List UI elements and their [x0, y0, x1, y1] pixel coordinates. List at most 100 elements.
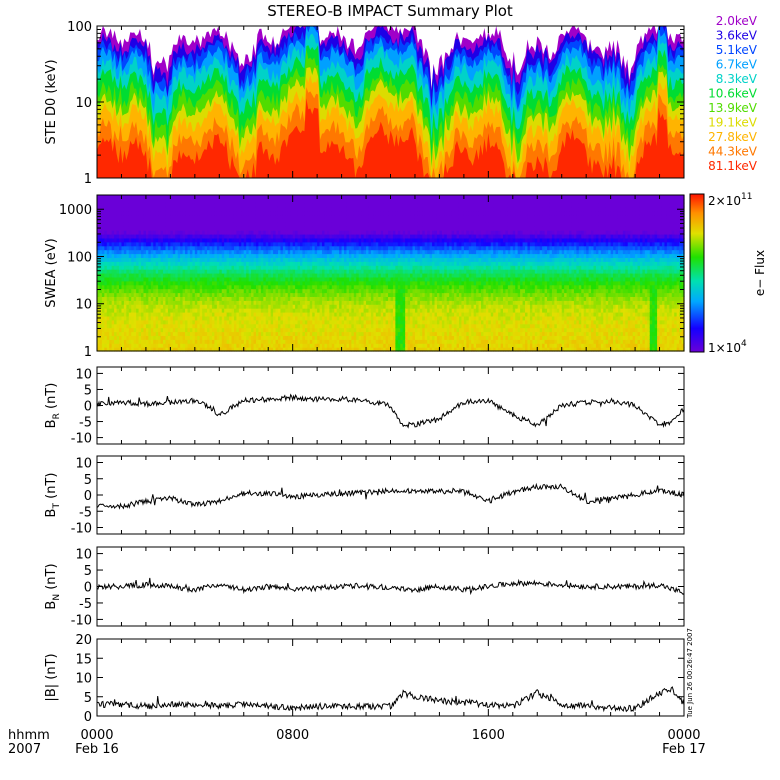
heatmap-cell	[197, 347, 201, 352]
heatmap-cell	[175, 331, 179, 336]
heatmap-cell	[143, 226, 147, 231]
heatmap-cell	[197, 234, 201, 239]
heatmap-cell	[202, 234, 206, 239]
heatmap-cell	[104, 234, 108, 239]
heatmap-cell	[202, 245, 206, 251]
heatmap-cell	[109, 230, 113, 235]
heatmap-cell	[158, 226, 162, 231]
heatmap-cell	[104, 312, 108, 317]
heatmap-cell	[131, 347, 135, 352]
heatmap-cell	[207, 339, 211, 344]
heatmap-cell	[101, 265, 105, 270]
heatmap-cell	[155, 308, 159, 313]
heatmap-cell	[136, 327, 140, 333]
heatmap-cell	[182, 308, 186, 313]
heatmap-cell	[133, 269, 137, 274]
heatmap-cell	[155, 234, 159, 239]
heatmap-cell	[175, 218, 179, 223]
heatmap-cell	[175, 315, 179, 321]
heatmap-cell	[177, 288, 181, 294]
heatmap-cell	[136, 284, 140, 290]
heatmap-cell	[194, 249, 198, 255]
heatmap-cell	[194, 214, 198, 219]
heatmap-cell	[194, 327, 198, 333]
heatmap-cell	[160, 308, 164, 313]
heatmap-cell	[175, 347, 179, 352]
heatmap-cell	[101, 284, 105, 290]
heatmap-cell	[150, 343, 154, 348]
heatmap-cell	[114, 347, 118, 352]
heatmap-cell	[128, 327, 132, 333]
heatmap-cell	[148, 195, 152, 200]
heatmap-cell	[114, 300, 118, 305]
heatmap-cell	[128, 312, 132, 317]
heatmap-cell	[202, 284, 206, 290]
heatmap-cell	[148, 331, 152, 336]
heatmap-cell	[143, 202, 147, 208]
heatmap-cell	[187, 265, 191, 270]
heatmap-cell	[207, 304, 211, 309]
heatmap-cell	[180, 292, 184, 297]
heatmap-cell	[148, 265, 152, 270]
heatmap-cell	[185, 304, 189, 309]
heatmap-cell	[155, 261, 159, 266]
heatmap-cell	[150, 276, 154, 282]
heatmap-cell	[131, 234, 135, 239]
heatmap-cell	[177, 253, 181, 258]
heatmap-cell	[106, 304, 110, 309]
heatmap-cell	[116, 241, 120, 247]
heatmap-cell	[101, 195, 105, 200]
heatmap-cell	[192, 323, 196, 329]
heatmap-cell	[182, 237, 186, 243]
heatmap-cell	[185, 214, 189, 219]
heatmap-cell	[172, 335, 176, 340]
heatmap-cell	[123, 300, 127, 305]
heatmap-cell	[143, 343, 147, 348]
heatmap-cell	[106, 269, 110, 274]
heatmap-cell	[187, 343, 191, 348]
heatmap-cell	[99, 347, 103, 352]
heatmap-cell	[143, 257, 147, 262]
heatmap-cell	[148, 280, 152, 286]
heatmap-cell	[99, 253, 103, 258]
heatmap-cell	[126, 280, 130, 286]
heatmap-cell	[145, 237, 149, 243]
heatmap-cell	[167, 265, 171, 270]
heatmap-cell	[158, 253, 162, 258]
heatmap-cell	[153, 222, 157, 227]
heatmap-cell	[204, 331, 208, 336]
heatmap-cell	[180, 210, 184, 216]
heatmap-cell	[123, 253, 127, 258]
heatmap-cell	[148, 234, 152, 239]
heatmap-cell	[153, 202, 157, 208]
heatmap-cell	[192, 257, 196, 262]
heatmap-cell	[150, 335, 154, 340]
heatmap-cell	[189, 276, 193, 282]
heatmap-cell	[182, 265, 186, 270]
heatmap-cell	[204, 269, 208, 274]
heatmap-cell	[175, 195, 179, 200]
heatmap-cell	[131, 265, 135, 270]
heatmap-cell	[180, 265, 184, 270]
heatmap-cell	[185, 280, 189, 286]
heatmap-cell	[114, 280, 118, 286]
heatmap-cell	[111, 312, 115, 317]
heatmap-cell	[202, 222, 206, 227]
heatmap-cell	[148, 292, 152, 297]
heatmap-cell	[187, 284, 191, 290]
heatmap-cell	[192, 265, 196, 270]
heatmap-cell	[106, 327, 110, 333]
heatmap-cell	[141, 245, 145, 251]
heatmap-cell	[119, 234, 123, 239]
heatmap-cell	[109, 327, 113, 333]
heatmap-cell	[180, 280, 184, 286]
heatmap-cell	[153, 304, 157, 309]
heatmap-cell	[121, 245, 125, 251]
heatmap-cell	[192, 234, 196, 239]
heatmap-cell	[153, 210, 157, 216]
heatmap-cell	[185, 284, 189, 290]
heatmap-cell	[158, 331, 162, 336]
heatmap-cell	[109, 265, 113, 270]
heatmap-cell	[199, 202, 203, 208]
heatmap-cell	[150, 206, 154, 212]
